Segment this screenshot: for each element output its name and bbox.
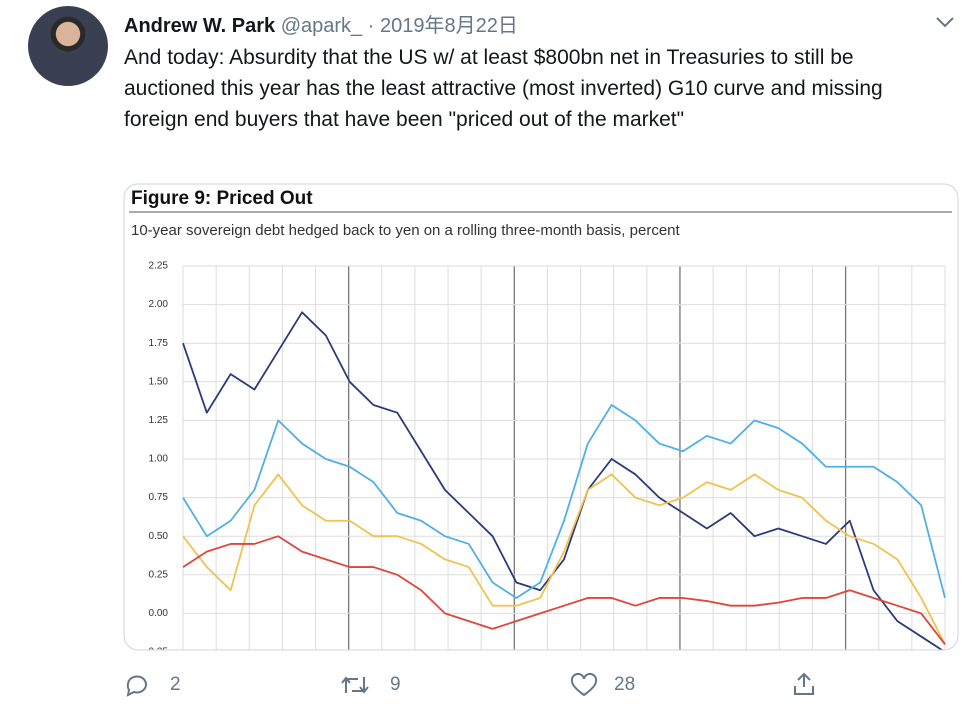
y-tick-label: 0.25 [149, 569, 169, 580]
tweet-text: And today: Absurdity that the US w/ at l… [124, 46, 883, 131]
reply-count: 2 [170, 674, 181, 695]
menu-caret[interactable] [934, 14, 956, 30]
card-border [123, 183, 959, 651]
chart-subtitle: 10-year sovereign debt hedged back to ye… [131, 222, 681, 239]
author-name[interactable]: Andrew W. Park [124, 15, 276, 37]
series-line [182, 473, 946, 645]
like-icon[interactable] [570, 673, 598, 697]
y-tick-label: 1.25 [149, 415, 169, 426]
reply-icon[interactable] [124, 673, 150, 697]
y-tick-label: 0.00 [149, 608, 169, 619]
retweet-icon[interactable] [340, 673, 370, 697]
avatar[interactable] [28, 6, 108, 86]
like-count: 28 [614, 674, 636, 695]
series-line [182, 311, 946, 650]
chart-body: Figure 9: Priced Out 10-year sovereign d… [124, 184, 958, 658]
y-tick-label: -0.25 [145, 647, 168, 658]
share-icon[interactable] [792, 671, 816, 697]
series-line [182, 535, 946, 645]
retweet-count: 9 [390, 674, 401, 695]
chart-title: Figure 9: Priced Out [131, 188, 313, 209]
y-tick-label: 1.50 [149, 376, 169, 387]
y-tick-label: 2.00 [149, 299, 169, 310]
separator: · [367, 15, 375, 37]
y-tick-label: 1.75 [149, 338, 169, 349]
tweet-date[interactable]: 2019年8月22日 [379, 15, 518, 37]
y-tick-label: 0.50 [149, 531, 169, 542]
y-tick-label: 2.25 [149, 261, 169, 272]
tweet-header: Andrew W. Park @apark_ · 2019年8月22日 [124, 9, 518, 38]
y-tick-label: 0.75 [149, 492, 169, 503]
author-handle[interactable]: @apark_ [280, 15, 363, 37]
y-tick-label: 1.00 [149, 454, 169, 465]
series-line [182, 404, 946, 599]
